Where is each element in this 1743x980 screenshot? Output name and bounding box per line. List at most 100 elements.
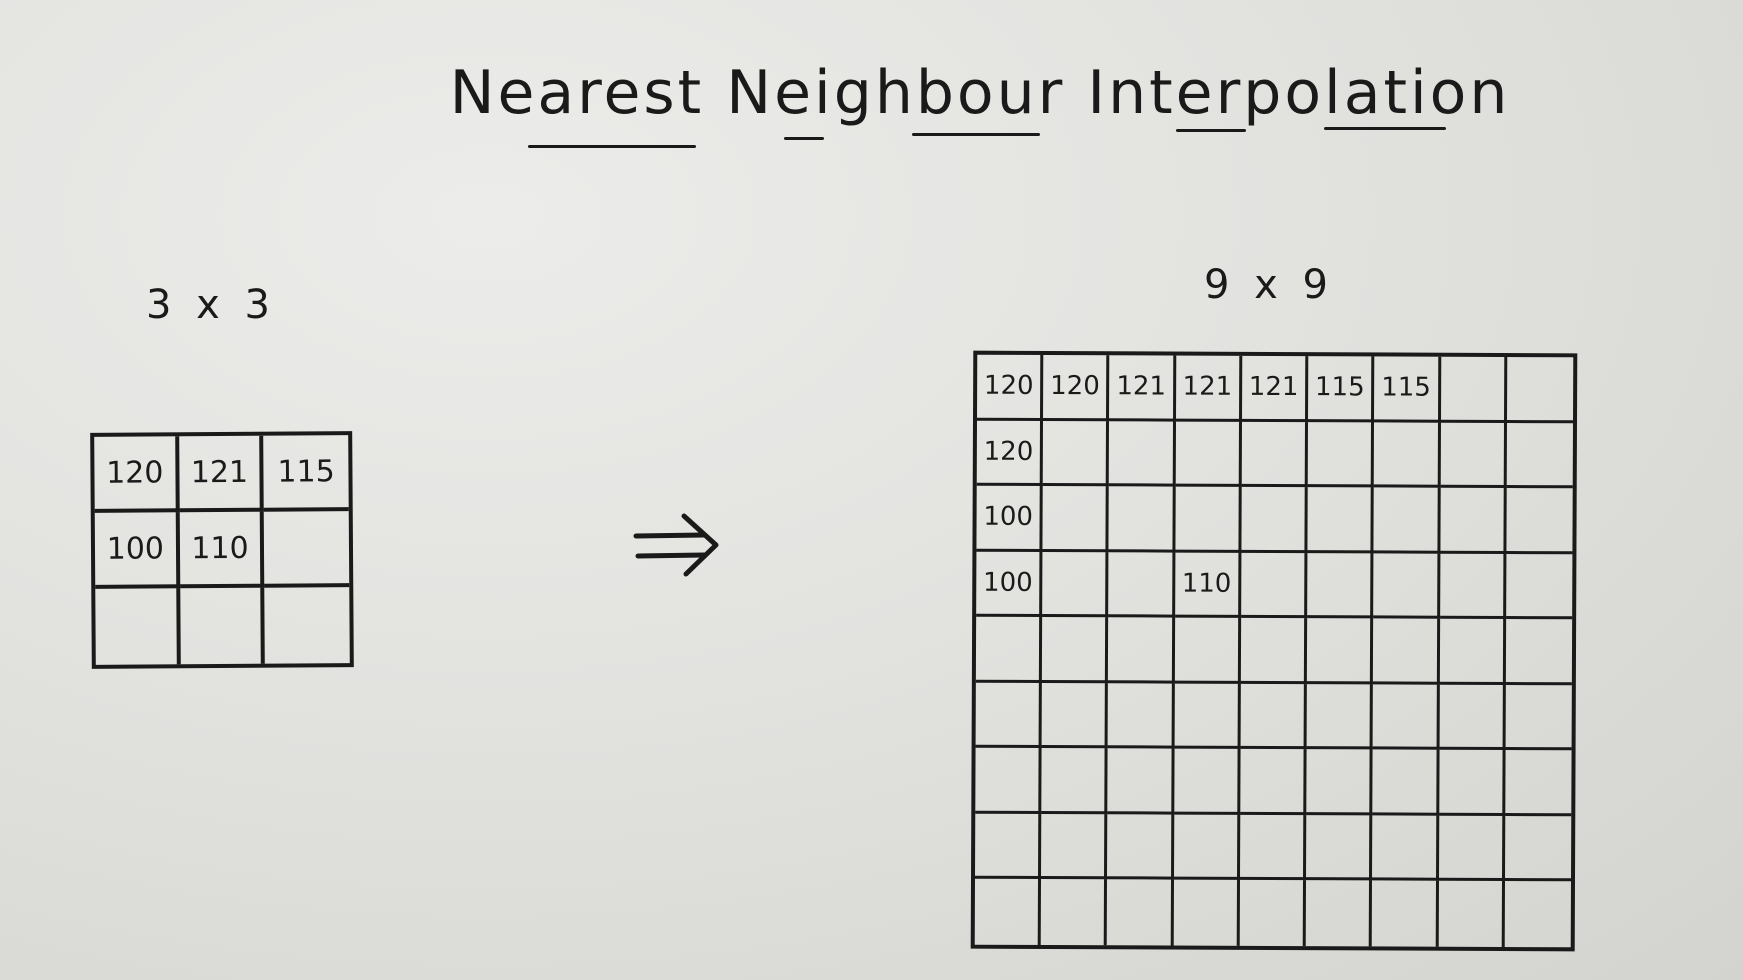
target-grid-cell-r5-c7 (1373, 618, 1440, 685)
target-grid-cell-r8-c1 (975, 813, 1042, 880)
target-grid-cell-r3-c3 (1108, 486, 1176, 553)
target-grid-cell-r8-c6 (1306, 815, 1373, 881)
target-grid-cell-r2-c3 (1109, 420, 1176, 487)
target-grid-cell-r9-c7 (1372, 880, 1439, 947)
source-grid-cell-r2-c2: 110 (179, 511, 265, 589)
source-grid-cell-r3-c3 (265, 587, 350, 664)
target-grid-cell-r6-c7 (1372, 684, 1440, 751)
target-grid-cell-r7-c7 (1372, 749, 1440, 816)
target-grid-cell-r4-c6 (1307, 552, 1374, 619)
target-grid-cell-r3-c7 (1373, 487, 1441, 554)
target-grid-cell-r6-c6 (1306, 683, 1374, 750)
target-grid-cell-r9-c4 (1173, 880, 1240, 946)
target-grid-cell-r5-c6 (1306, 618, 1374, 685)
target-grid-cell-r8-c9 (1504, 815, 1572, 882)
target-grid-cell-r4-c1: 100 (976, 551, 1043, 618)
target-grid-cell-r6-c3 (1108, 683, 1175, 749)
target-grid-size-label: 9 x 9 (1204, 262, 1334, 308)
target-grid-cell-r3-c6 (1307, 487, 1375, 554)
target-grid-cell-r8-c2 (1041, 813, 1108, 880)
source-grid-size-label: 3 x 3 (146, 282, 276, 328)
target-grid-cell-r2-c7 (1374, 421, 1441, 488)
source-grid: 120 121 115 100 110 (90, 431, 354, 669)
target-grid-cell-r1-c8 (1440, 356, 1508, 423)
target-grid-cell-r4-c3 (1108, 551, 1176, 618)
target-grid-cell-r5-c4 (1174, 617, 1242, 684)
title-underline-interpolation-2 (1324, 127, 1446, 130)
source-grid-cell-r1-c2: 121 (178, 435, 265, 513)
target-grid-cell-r6-c2 (1041, 682, 1109, 749)
target-grid-cell-r7-c8 (1438, 750, 1506, 816)
source-grid-cell-r2-c1: 100 (94, 512, 180, 589)
target-grid-cell-r3-c5 (1241, 486, 1308, 553)
target-grid-cell-r7-c5 (1240, 749, 1307, 816)
target-grid-cell-r5-c8 (1439, 618, 1506, 685)
target-grid-cell-r2-c1: 120 (976, 420, 1044, 487)
target-grid-cell-r2-c4 (1175, 421, 1242, 487)
target-grid-cell-r2-c5 (1241, 421, 1309, 488)
target-grid-cell-r1-c9 (1506, 357, 1574, 423)
target-grid-cell-r9-c6 (1305, 880, 1373, 947)
target-grid-cell-r9-c2 (1040, 879, 1108, 946)
target-grid-cell-r2-c6 (1307, 421, 1375, 488)
target-grid-cell-r3-c8 (1439, 487, 1507, 554)
target-grid-cell-r1-c4: 121 (1175, 355, 1243, 422)
target-grid-cell-r4-c9 (1505, 553, 1573, 620)
target-grid-cell-r1-c2: 120 (1043, 354, 1110, 421)
target-grid-cell-r6-c8 (1439, 684, 1506, 751)
target-grid-cell-r4-c8 (1439, 553, 1507, 620)
title-underline-neighbour (784, 137, 824, 140)
title-underline-nearest (528, 145, 696, 148)
target-grid-cell-r1-c7: 115 (1374, 356, 1441, 423)
target-grid-cell-r9-c3 (1107, 879, 1174, 946)
target-grid-cell-r4-c5 (1241, 552, 1308, 619)
target-grid-cell-r7-c2 (1041, 748, 1109, 815)
target-grid-cell-r4-c2 (1042, 551, 1109, 618)
target-grid-cell-r8-c7 (1372, 815, 1439, 882)
target-grid-cell-r5-c3 (1108, 617, 1175, 684)
source-grid-cell-r1-c1: 120 (94, 436, 180, 513)
target-grid-cell-r8-c5 (1239, 814, 1307, 881)
target-grid-cell-r1-c6: 115 (1308, 356, 1375, 422)
source-grid-cell-r1-c3: 115 (263, 435, 349, 512)
target-grid-cell-r5-c9 (1505, 619, 1573, 686)
target-grid-cell-r7-c4 (1173, 748, 1241, 815)
source-grid-cell-r2-c3 (264, 511, 350, 588)
source-grid-cell-r3-c2 (179, 587, 266, 665)
target-grid-cell-r7-c1 (975, 748, 1042, 814)
target-grid-cell-r3-c2 (1042, 486, 1110, 552)
target-grid-cell-r9-c9 (1504, 881, 1571, 947)
source-grid-cell-r3-c1 (95, 588, 181, 665)
target-grid-cell-r1-c1: 120 (977, 354, 1044, 421)
target-grid-cell-r5-c1 (975, 616, 1043, 683)
target-grid-cell-r8-c4 (1173, 814, 1241, 881)
target-grid-cell-r9-c1 (974, 879, 1042, 945)
target-grid-cell-r6-c9 (1505, 684, 1572, 751)
diagram-title: Nearest Neighbour Interpolation (449, 58, 1511, 128)
target-grid-cell-r1-c5: 121 (1241, 355, 1309, 422)
target-grid-cell-r5-c2 (1042, 617, 1109, 684)
target-grid-cell-r6-c5 (1240, 683, 1307, 750)
target-grid-cell-r6-c1 (975, 682, 1043, 749)
target-grid-cell-r3-c9 (1506, 488, 1573, 554)
target-grid-cell-r4-c7 (1373, 553, 1440, 619)
target-grid-cell-r4-c4: 110 (1174, 552, 1242, 619)
target-grid-cell-r7-c6 (1306, 749, 1373, 816)
target-grid-cell-r7-c3 (1107, 748, 1175, 815)
title-underline-interpolation (1176, 129, 1246, 132)
target-grid-cell-r7-c9 (1505, 750, 1572, 817)
title-underline-neighbour-2 (912, 133, 1040, 136)
target-grid-cell-r9-c5 (1239, 880, 1307, 947)
target-grid-cell-r8-c8 (1438, 815, 1506, 882)
implies-arrow-icon (633, 513, 719, 577)
target-grid-cell-r6-c4 (1174, 683, 1241, 750)
target-grid-cell-r2-c8 (1440, 422, 1507, 489)
target-grid-cell-r3-c1: 100 (976, 485, 1043, 552)
target-grid-cell-r8-c3 (1107, 814, 1174, 881)
target-grid-cell-r5-c5 (1240, 618, 1308, 684)
target-grid-cell-r1-c3: 121 (1109, 355, 1176, 422)
target-grid: 120 120 121 121 121 115 115 120 100 100 110 (970, 350, 1578, 952)
target-grid-cell-r2-c2 (1042, 420, 1110, 487)
target-grid-cell-r2-c9 (1506, 422, 1573, 489)
